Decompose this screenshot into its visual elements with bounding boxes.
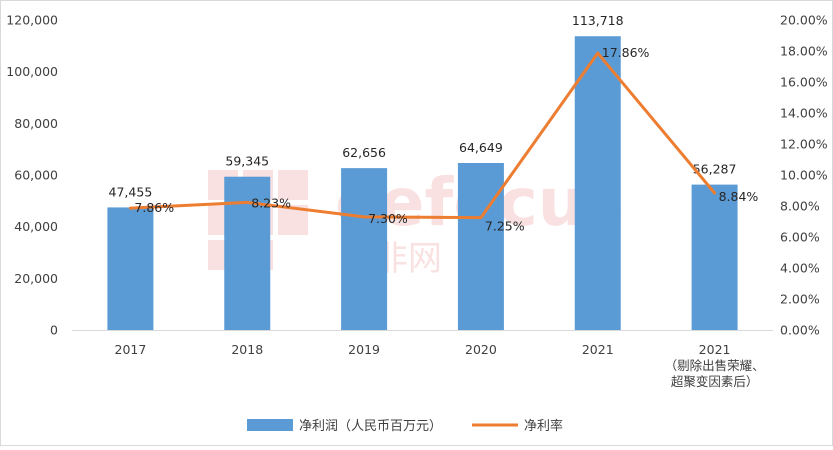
right-y-axis: 0.00% 2.00% 4.00% 6.00% 8.00% 10.00% 12.00% 14.… [780, 13, 828, 338]
line-label-3: 7.25% [485, 219, 525, 234]
right-tick-label-3: 6.00% [780, 230, 820, 245]
left-tick-label-3: 60,000 [14, 168, 58, 183]
bar-label-1: 59,345 [225, 154, 269, 169]
x-tick-label-2: 2019 [348, 342, 380, 357]
line-point-5 [713, 191, 717, 195]
x-tick-label-3: 2020 [465, 342, 497, 357]
bar-label-2: 62,656 [342, 145, 386, 160]
x-axis: 2017 2018 2019 2020 2021 2021 （剔除出售荣耀、超聚变因素后） [72, 330, 773, 389]
x-tick-line-5-0: 2021 [699, 342, 731, 357]
bar-0 [107, 207, 154, 330]
line-point-2 [362, 215, 366, 219]
line-point-3 [479, 216, 483, 220]
x-tick-line-2-0: 2019 [348, 342, 380, 357]
left-y-axis: 0 20,000 40,000 60,000 80,000 100,000 120,000 [6, 13, 58, 338]
right-tick-label-0: 0.00% [780, 323, 820, 338]
right-tick-label-8: 16.00% [780, 75, 828, 90]
line-label-2: 7.30% [368, 211, 408, 226]
x-tick-line-1-0: 2018 [231, 342, 263, 357]
x-tick-label-0: 2017 [115, 342, 147, 357]
right-tick-label-10: 20.00% [780, 13, 828, 28]
line-point-0 [128, 206, 132, 210]
left-tick-label-0: 0 [50, 323, 58, 338]
bar-label-3: 64,649 [459, 140, 503, 155]
x-tick-line-0-0: 2017 [115, 342, 147, 357]
x-tick-line-3-0: 2020 [465, 342, 497, 357]
right-tick-label-2: 4.00% [780, 261, 820, 276]
left-tick-label-2: 40,000 [14, 219, 58, 234]
line-label-0: 7.86% [134, 200, 174, 215]
left-tick-label-1: 20,000 [14, 271, 58, 286]
right-tick-label-9: 18.00% [780, 44, 828, 59]
bar-2 [341, 168, 388, 330]
line-point-4 [596, 51, 600, 55]
left-tick-label-4: 80,000 [14, 116, 58, 131]
line-data-labels: 7.86% 8.23% 7.30% 7.25% 17.86% 8.84% [134, 45, 758, 233]
left-tick-label-6: 120,000 [6, 13, 58, 28]
x-tick-line-4-0: 2021 [582, 342, 614, 357]
left-tick-label-5: 100,000 [6, 64, 58, 79]
bar-label-0: 47,455 [109, 184, 153, 199]
x-tick-line-5-1: （剔除出售荣耀、 [665, 358, 765, 373]
x-tick-line-5-2: 超聚变因素后） [671, 374, 759, 389]
net-margin-line [130, 51, 716, 220]
line-series [128, 51, 717, 220]
x-tick-label-5: 2021 （剔除出售荣耀、超聚变因素后） [665, 342, 765, 389]
x-tick-label-1: 2018 [231, 342, 263, 357]
right-tick-label-5: 10.00% [780, 168, 828, 183]
right-tick-label-4: 8.00% [780, 199, 820, 214]
line-point-1 [245, 200, 249, 204]
bar-data-labels: 47,455 59,345 62,656 64,649 113,718 56,287 [109, 13, 737, 199]
line-label-4: 17.86% [602, 45, 650, 60]
bar-series [107, 36, 738, 330]
legend-line-label: 净利率 [524, 418, 563, 434]
legend-bar-label: 净利润（人民币百万元） [299, 419, 442, 434]
right-tick-label-6: 12.00% [780, 137, 828, 152]
right-tick-label-7: 14.00% [780, 106, 828, 121]
bar-4 [574, 36, 621, 330]
bar-label-5: 56,287 [693, 162, 737, 177]
line-label-1: 8.23% [251, 195, 291, 210]
bar-3 [457, 162, 504, 330]
x-tick-label-4: 2021 [582, 342, 614, 357]
bar-label-4: 113,718 [572, 13, 624, 28]
right-tick-label-1: 2.00% [780, 292, 820, 307]
line-label-5: 8.84% [719, 189, 759, 204]
legend-bar-swatch [247, 419, 293, 431]
bar-5 [691, 184, 738, 330]
legend: 净利润（人民币百万元） 净利率 [247, 418, 563, 434]
